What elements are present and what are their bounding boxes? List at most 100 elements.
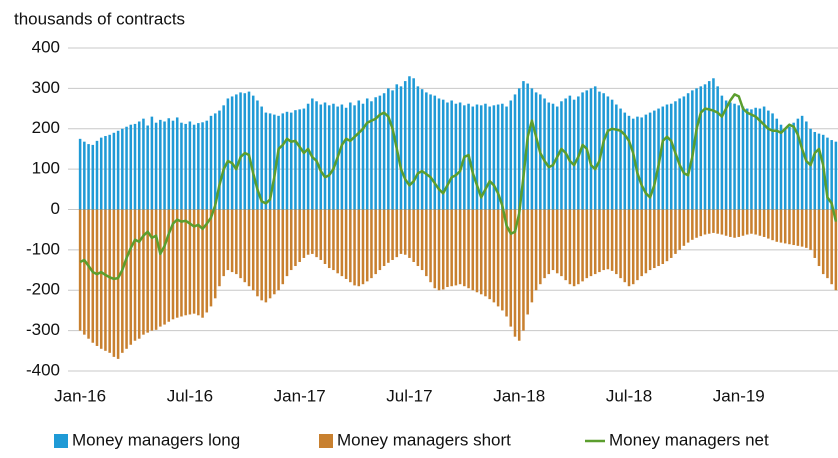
bar — [750, 109, 753, 210]
bar — [87, 209, 90, 339]
bar — [640, 117, 643, 210]
bar — [247, 91, 251, 210]
bar — [733, 103, 736, 210]
bar — [517, 88, 521, 210]
bar — [479, 209, 483, 295]
bar — [610, 99, 614, 210]
bar — [602, 93, 605, 210]
bar — [95, 140, 99, 210]
bar — [593, 86, 597, 210]
bar — [416, 209, 420, 267]
bar — [108, 209, 111, 353]
bar — [543, 98, 546, 210]
x-tick-label: Jan-16 — [54, 386, 106, 405]
bar — [826, 209, 829, 279]
bar — [323, 102, 327, 210]
bar — [391, 209, 394, 260]
bar — [226, 98, 230, 210]
bar — [492, 105, 496, 210]
bar — [771, 113, 774, 210]
bar — [403, 209, 407, 255]
legend-swatch — [54, 434, 68, 448]
bar — [213, 113, 217, 210]
bar — [834, 209, 838, 291]
bar — [306, 103, 310, 210]
bar — [577, 209, 580, 285]
bar — [817, 209, 821, 267]
bar — [87, 144, 90, 210]
bar — [218, 110, 221, 210]
bar — [137, 209, 141, 339]
bar — [357, 100, 361, 210]
bar — [585, 209, 589, 279]
bar — [154, 122, 158, 210]
bar — [657, 209, 660, 267]
legend-label: Money managers net — [609, 430, 769, 449]
bar — [458, 209, 462, 285]
bar — [399, 209, 403, 254]
bar — [146, 125, 149, 210]
bar — [95, 209, 99, 346]
bar — [108, 134, 111, 210]
bar — [104, 209, 107, 351]
bar — [201, 209, 204, 318]
bar — [703, 209, 707, 235]
bar — [568, 95, 572, 210]
bar — [374, 97, 377, 210]
bar — [754, 209, 757, 235]
bar — [682, 209, 686, 246]
bar — [91, 144, 95, 210]
x-tick-label: Jan-18 — [493, 386, 545, 405]
line — [79, 93, 838, 281]
bar — [175, 209, 179, 318]
bar — [222, 105, 225, 210]
bar — [319, 209, 323, 260]
bar — [125, 126, 128, 210]
bar — [788, 209, 791, 245]
bar — [446, 209, 449, 288]
bar — [163, 209, 166, 325]
bar — [222, 209, 225, 277]
bar — [488, 209, 491, 300]
bar — [762, 106, 766, 210]
bar — [441, 209, 445, 290]
y-tick-label: 0 — [51, 199, 60, 218]
bar — [294, 110, 297, 210]
bar — [184, 209, 187, 316]
bar — [382, 93, 386, 210]
bar — [830, 140, 833, 210]
bar — [505, 106, 508, 210]
bar — [775, 118, 779, 210]
bar — [387, 209, 390, 263]
legend-label: Money managers long — [72, 430, 240, 449]
bar — [188, 209, 192, 315]
bar — [205, 209, 209, 313]
bar — [323, 209, 327, 265]
bar — [408, 76, 411, 210]
bar — [560, 101, 563, 210]
bar — [720, 209, 724, 235]
bar — [454, 209, 458, 286]
bar — [627, 115, 631, 210]
bar — [129, 209, 133, 345]
bar — [771, 209, 774, 241]
bar — [327, 209, 331, 269]
bar — [184, 123, 187, 210]
bar — [294, 209, 297, 267]
bar — [598, 91, 601, 210]
bar — [830, 209, 833, 285]
bar — [133, 123, 137, 210]
bar — [509, 209, 513, 327]
bar — [256, 100, 259, 210]
bar — [703, 84, 707, 210]
y-tick-label: -100 — [26, 239, 60, 258]
bar — [551, 209, 555, 271]
bar — [724, 100, 728, 210]
bar — [353, 105, 356, 210]
bar — [243, 93, 247, 210]
bar — [116, 130, 120, 210]
bar — [289, 209, 293, 271]
bar — [197, 209, 200, 316]
bar — [653, 209, 656, 269]
